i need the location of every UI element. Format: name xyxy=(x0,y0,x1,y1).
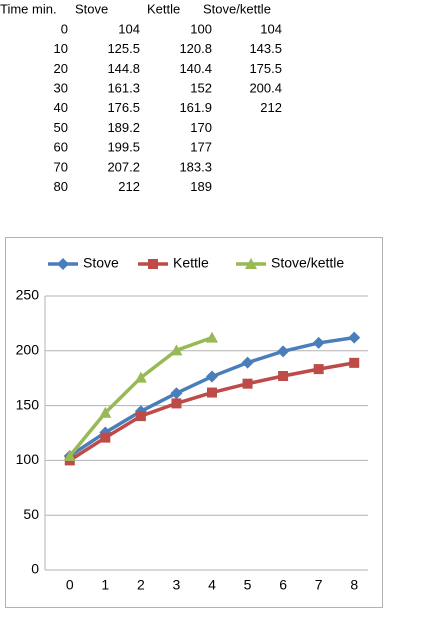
x-tick-label: 3 xyxy=(173,577,181,593)
table-header: Stove/kettle xyxy=(203,1,271,16)
table-cell: 183.3 xyxy=(179,159,212,174)
table-cell: 144.8 xyxy=(107,61,140,76)
table-cell: 199.5 xyxy=(107,140,140,155)
table-cell: 152 xyxy=(190,81,212,96)
x-tick-label: 5 xyxy=(244,577,252,593)
marker xyxy=(63,450,76,462)
table-cell: 175.5 xyxy=(249,61,282,76)
marker xyxy=(99,406,112,418)
table-cell: 143.5 xyxy=(249,41,282,56)
marker xyxy=(170,344,183,356)
marker xyxy=(135,411,146,422)
marker xyxy=(312,336,325,349)
marker xyxy=(348,331,361,344)
marker xyxy=(170,387,183,400)
x-tick-label: 0 xyxy=(66,577,74,593)
table-cell: 161.9 xyxy=(179,100,212,115)
table-cell: 50 xyxy=(54,120,68,135)
chart-frame xyxy=(5,237,383,608)
table-cell: 60 xyxy=(54,140,68,155)
table-cell: 104 xyxy=(118,21,140,36)
marker xyxy=(148,259,158,269)
table-header: Kettle xyxy=(147,1,180,16)
legend-label: Kettle xyxy=(173,255,209,271)
y-tick-label: 150 xyxy=(16,396,40,412)
table-header: Time min. xyxy=(0,1,57,16)
table-cell: 207.2 xyxy=(107,159,140,174)
table-cell: 140.4 xyxy=(179,61,212,76)
table-cell: 10 xyxy=(54,41,68,56)
table-cell: 125.5 xyxy=(107,41,140,56)
marker xyxy=(242,378,253,389)
marker xyxy=(100,432,111,443)
marker xyxy=(134,371,147,383)
x-tick-label: 6 xyxy=(279,577,287,593)
marker xyxy=(241,356,254,369)
marker xyxy=(278,371,289,382)
table-cell: 189 xyxy=(190,179,212,194)
table-cell: 70 xyxy=(54,159,68,174)
marker xyxy=(313,364,324,375)
marker xyxy=(206,370,218,383)
table-cell: 200.4 xyxy=(249,81,282,96)
table-cell: 104 xyxy=(260,21,282,36)
table-header: Stove xyxy=(75,1,108,16)
table-cell: 176.5 xyxy=(107,100,140,115)
table-cell: 20 xyxy=(54,61,68,76)
table-cell: 189.2 xyxy=(107,120,140,135)
table-cell: 30 xyxy=(54,81,68,96)
legend-label: Stove/kettle xyxy=(271,255,344,271)
y-tick-label: 250 xyxy=(16,287,40,303)
table-cell: 120.8 xyxy=(179,41,212,56)
table-cell: 212 xyxy=(260,100,282,115)
table-cell: 0 xyxy=(61,21,68,36)
table-cell: 80 xyxy=(54,179,68,194)
x-tick-label: 8 xyxy=(350,577,358,593)
legend-label: Stove xyxy=(83,255,119,271)
table-cell: 40 xyxy=(54,100,68,115)
table-cell: 212 xyxy=(118,179,140,194)
y-tick-label: 50 xyxy=(23,506,39,522)
marker xyxy=(349,357,360,368)
marker xyxy=(207,387,217,398)
y-tick-label: 200 xyxy=(16,342,40,358)
x-tick-label: 7 xyxy=(315,577,323,593)
x-tick-label: 2 xyxy=(137,577,145,593)
marker xyxy=(171,398,182,409)
table-cell: 161.3 xyxy=(107,81,140,96)
marker xyxy=(57,258,69,270)
table-cell: 177 xyxy=(190,140,212,155)
x-tick-label: 1 xyxy=(101,577,109,593)
y-tick-label: 100 xyxy=(16,451,40,467)
marker xyxy=(206,331,218,343)
table-cell: 100 xyxy=(190,21,212,36)
table-cell: 170 xyxy=(190,120,212,135)
marker xyxy=(245,258,257,269)
x-tick-label: 4 xyxy=(208,577,216,593)
y-tick-label: 0 xyxy=(31,561,39,577)
marker xyxy=(277,345,290,358)
